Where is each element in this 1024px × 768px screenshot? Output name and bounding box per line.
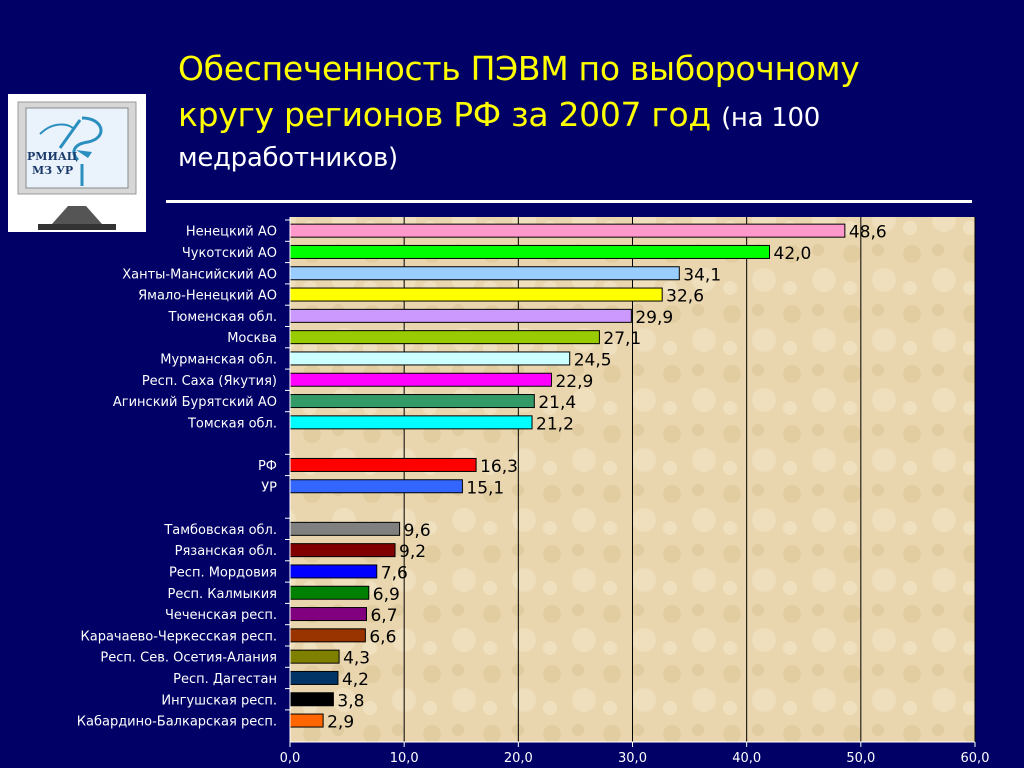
bar — [289, 521, 401, 536]
category-label: Респ. Саха (Якутия) — [142, 374, 277, 389]
bar-value-label: 9,2 — [399, 542, 426, 562]
title-divider — [166, 200, 972, 203]
bar-value-label: 27,1 — [603, 329, 641, 349]
logo-text-2: МЗ УР — [32, 164, 73, 177]
logo-monitor-icon: РМИАЦ МЗ УР — [17, 101, 137, 230]
title-line-2: кругу регионов РФ за 2007 год (на 100 — [178, 92, 998, 141]
bar-value-label: 4,3 — [343, 649, 370, 669]
category-label: РФ — [258, 459, 277, 474]
bar — [289, 479, 463, 494]
bar-value-label: 42,0 — [774, 244, 812, 264]
bar — [289, 713, 324, 728]
bar — [289, 692, 334, 707]
bar — [289, 351, 571, 366]
bar-value-label: 21,4 — [538, 393, 576, 413]
category-label: Респ. Калмыкия — [168, 587, 277, 602]
y-axis: Ненецкий АО Чукотский АО Ханты-Мансийский … — [77, 217, 291, 742]
bar — [289, 649, 340, 664]
bar-value-label: 7,6 — [381, 563, 408, 583]
category-label: Томская обл. — [187, 416, 277, 431]
category-label: Москва — [227, 331, 277, 346]
bar — [289, 564, 378, 579]
category-label: Респ. Сев. Осетия-Алания — [100, 651, 277, 666]
category-label: Ханты-Мансийский АО — [122, 267, 277, 282]
logo-text-1: РМИАЦ — [27, 150, 78, 163]
bar-value-label: 32,6 — [666, 287, 704, 307]
x-tick-label: 30,0 — [618, 751, 647, 766]
category-label: Тюменская обл. — [167, 310, 277, 325]
x-tick-label: 20,0 — [504, 751, 533, 766]
bar — [289, 457, 477, 472]
bar — [289, 628, 366, 643]
category-label: Ненецкий АО — [186, 225, 277, 240]
category-label: Рязанская обл. — [175, 544, 277, 559]
bar-value-label: 15,1 — [466, 478, 504, 498]
bar — [289, 308, 632, 323]
bar-value-label: 16,3 — [480, 457, 518, 477]
x-tick-label: 0,0 — [280, 751, 301, 766]
title-line-1: Обеспеченность ПЭВМ по выборочному — [178, 49, 860, 88]
bar-value-label: 6,9 — [373, 585, 400, 605]
category-label: УР — [261, 480, 277, 495]
bar — [289, 415, 533, 430]
title-line-3: медработников) — [178, 143, 398, 173]
bar — [289, 543, 396, 558]
bar — [289, 330, 600, 345]
x-tick-label: 40,0 — [732, 751, 761, 766]
category-label: Респ. Мордовия — [169, 565, 277, 580]
bar — [289, 607, 367, 622]
x-tick-label: 50,0 — [846, 751, 875, 766]
bar-value-label: 3,8 — [337, 691, 364, 711]
bar — [289, 670, 339, 685]
bar-value-label: 6,6 — [369, 627, 396, 647]
category-label: Чеченская респ. — [165, 608, 277, 623]
title-note: (на 100 — [721, 103, 820, 133]
category-label: Ингушская респ. — [161, 693, 277, 708]
x-axis: 0,0 10,0 20,0 30,0 40,0 50,0 60,0 — [280, 741, 990, 766]
bar-value-label: 2,9 — [327, 713, 354, 733]
bar-value-label: 48,6 — [849, 223, 887, 243]
bar — [289, 223, 846, 238]
bar — [289, 394, 535, 409]
bar — [289, 287, 663, 302]
bar-value-label: 4,2 — [342, 670, 369, 690]
x-tick-label: 60,0 — [961, 751, 990, 766]
bar — [289, 244, 770, 259]
category-label: Агинский Бурятский АО — [113, 395, 277, 410]
title-line-2-main: кругу регионов РФ за 2007 год — [178, 95, 711, 134]
logo: РМИАЦ МЗ УР — [8, 94, 146, 232]
bar-value-label: 9,6 — [404, 521, 431, 541]
bar-value-label: 24,5 — [574, 350, 612, 370]
bar-value-label: 29,9 — [635, 308, 673, 328]
bar — [289, 266, 680, 281]
category-label: Кабардино-Балкарская респ. — [77, 715, 277, 730]
bars: 48,6 42,0 34,132,629,927,124,522,921,421,2… — [289, 223, 887, 733]
category-label: Респ. Дагестан — [173, 672, 277, 687]
bar — [289, 372, 552, 387]
bar-value-label: 34,1 — [683, 265, 721, 285]
category-label: Тамбовская обл. — [163, 523, 277, 538]
bar-value-label: 21,2 — [536, 414, 574, 434]
category-label: Мурманская обл. — [160, 352, 277, 367]
bar-value-label: 22,9 — [555, 372, 593, 392]
category-label: Ямало-Ненецкий АО — [138, 289, 277, 304]
page-title: Обеспеченность ПЭВМ по выборочному кругу… — [178, 46, 998, 175]
x-tick-label: 10,0 — [390, 751, 419, 766]
bar-value-label: 6,7 — [370, 606, 397, 626]
category-label: Карачаево-Черкесская респ. — [81, 629, 277, 644]
category-label: Чукотский АО — [182, 246, 277, 261]
bar — [289, 585, 370, 600]
